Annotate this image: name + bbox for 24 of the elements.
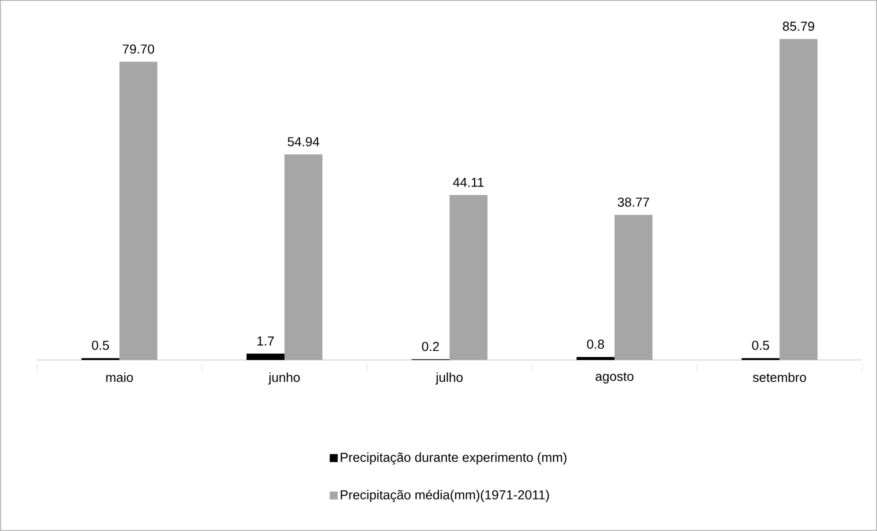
data-label: 85.79 xyxy=(782,22,814,31)
data-label: 0.5 xyxy=(92,340,109,350)
bar xyxy=(284,154,322,360)
bar xyxy=(614,214,652,360)
bar xyxy=(780,39,818,360)
data-label: 0.8 xyxy=(587,340,604,349)
bar xyxy=(576,357,615,360)
x-tick-label: junho xyxy=(268,372,300,385)
bar xyxy=(450,194,488,360)
bar xyxy=(246,354,284,360)
bar xyxy=(119,62,158,360)
data-label: 44.11 xyxy=(453,178,484,187)
legend-label: Precipitação média(mm)(1971-2011) xyxy=(340,490,549,502)
legend-label: Precipitação durante experimento (mm) xyxy=(340,452,566,465)
x-tick-label: maio xyxy=(106,372,133,382)
data-label: 79.70 xyxy=(122,44,154,54)
x-tick-label: agosto xyxy=(596,372,634,384)
data-label: 0.5 xyxy=(752,340,770,350)
data-label: 0.2 xyxy=(422,342,439,352)
x-tick-label: setembro xyxy=(752,372,806,382)
x-tick-label: julho xyxy=(436,372,463,385)
data-label: 54.94 xyxy=(288,137,320,146)
data-label: 38.77 xyxy=(618,198,650,207)
data-label: 1.7 xyxy=(257,336,274,346)
